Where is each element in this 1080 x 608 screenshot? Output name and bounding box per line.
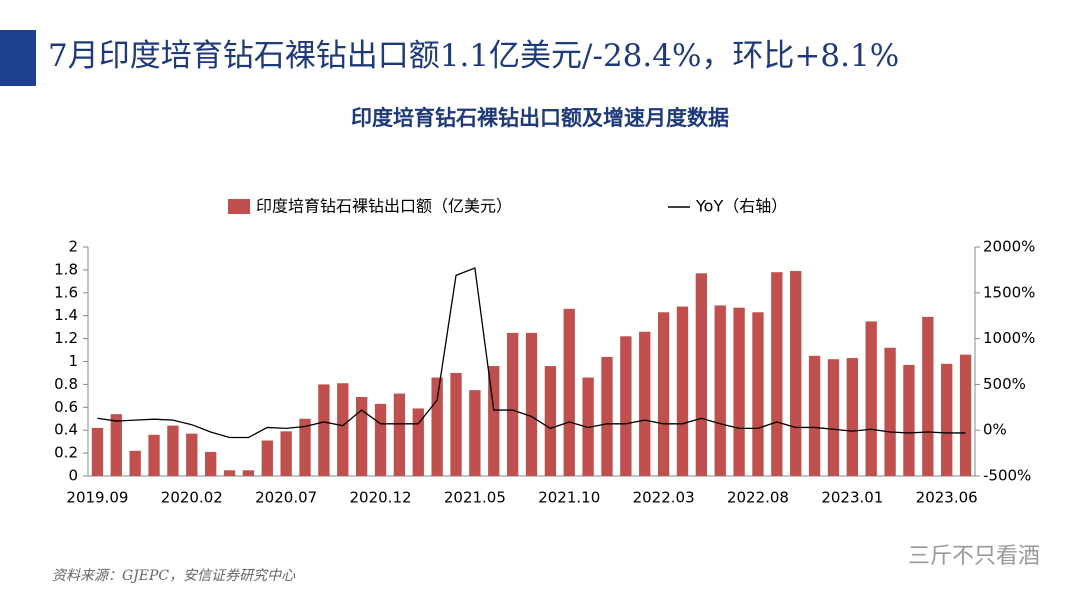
y-tick-label: 0.6 xyxy=(54,398,78,416)
x-tick-label: 2019.09 xyxy=(66,489,128,507)
y-tick-label: 0.2 xyxy=(54,444,78,462)
chart-title: 印度培育钻石裸钻出口额及增速月度数据 xyxy=(351,105,729,130)
header-accent xyxy=(0,30,36,86)
bar xyxy=(695,273,708,476)
bar xyxy=(884,347,896,476)
y2-tick-label: 0% xyxy=(983,421,1007,439)
bar xyxy=(827,359,840,476)
bar xyxy=(186,433,198,476)
y-tick-label: 1 xyxy=(68,352,78,370)
bar xyxy=(620,336,632,476)
y2-tick-label: -500% xyxy=(983,467,1031,485)
bar xyxy=(129,450,141,476)
bar xyxy=(110,414,122,476)
y-tick-label: 1.6 xyxy=(54,283,78,301)
bar xyxy=(771,272,783,476)
y-tick-label: 0 xyxy=(68,467,78,485)
legend-label: YoY（右轴） xyxy=(695,197,787,216)
bar xyxy=(374,403,387,476)
x-tick-label: 2020.02 xyxy=(161,489,223,507)
bar xyxy=(205,451,217,476)
bar xyxy=(412,408,424,476)
bar xyxy=(846,358,858,476)
bar xyxy=(91,427,104,476)
y2-tick-label: 1500% xyxy=(983,283,1035,301)
bar xyxy=(714,305,726,476)
slide-title: 7月印度培育钻石裸钻出口额1.1亿美元/-28.4%，环比+8.1% xyxy=(48,38,899,74)
bar xyxy=(903,364,915,476)
bar xyxy=(733,307,745,476)
bar xyxy=(544,366,557,476)
x-tick-label: 2023.06 xyxy=(916,489,978,507)
bar xyxy=(563,308,575,476)
y-tick-label: 0.8 xyxy=(54,375,78,393)
bar xyxy=(639,331,651,476)
watermark: 三斤不只看酒 xyxy=(908,544,1040,569)
yoy-line xyxy=(97,267,966,439)
x-tick-label: 2020.07 xyxy=(255,489,317,507)
y2-tick-label: 2000% xyxy=(983,238,1035,256)
x-tick-label: 2022.03 xyxy=(633,489,695,507)
bar xyxy=(506,332,519,476)
bar xyxy=(676,306,689,476)
bar xyxy=(223,470,236,476)
x-tick-label: 2023.01 xyxy=(821,489,883,507)
bar xyxy=(148,434,160,476)
legend-swatch xyxy=(228,199,250,214)
bar xyxy=(167,425,179,476)
bar xyxy=(525,332,538,476)
y-tick-label: 1.2 xyxy=(54,329,78,347)
x-tick-label: 2020.12 xyxy=(350,489,412,507)
bar xyxy=(393,393,406,476)
bar xyxy=(355,396,368,476)
y2-tick-label: 1000% xyxy=(983,329,1035,347)
bar xyxy=(657,312,670,476)
x-tick-label: 2021.05 xyxy=(444,489,506,507)
bar xyxy=(865,321,877,476)
bar xyxy=(299,418,311,476)
bar xyxy=(261,440,273,476)
bar xyxy=(488,366,500,476)
bar xyxy=(242,470,255,476)
bar xyxy=(318,384,330,476)
x-tick-label: 2021.10 xyxy=(538,489,600,507)
x-tick-label: 2022.08 xyxy=(727,489,789,507)
bar xyxy=(922,316,934,476)
bar xyxy=(959,354,972,476)
bar xyxy=(601,356,613,476)
source-note: 资料来源：GJEPC，安信证券研究中心 xyxy=(52,568,296,584)
y2-tick-label: 500% xyxy=(983,375,1026,393)
bar xyxy=(431,377,443,476)
bar xyxy=(469,390,481,476)
y-tick-label: 2 xyxy=(68,238,78,256)
bar xyxy=(280,431,292,476)
legend-label: 印度培育钻石裸钻出口额（亿美元） xyxy=(256,197,512,216)
y-tick-label: 1.4 xyxy=(54,306,78,324)
bar xyxy=(752,312,764,476)
bar xyxy=(808,355,821,476)
bar xyxy=(790,271,802,476)
bar xyxy=(450,372,462,476)
bar xyxy=(337,383,349,476)
y-tick-label: 1.8 xyxy=(54,260,78,278)
bar xyxy=(582,377,594,476)
bar xyxy=(941,363,953,476)
y-tick-label: 0.4 xyxy=(54,421,78,439)
